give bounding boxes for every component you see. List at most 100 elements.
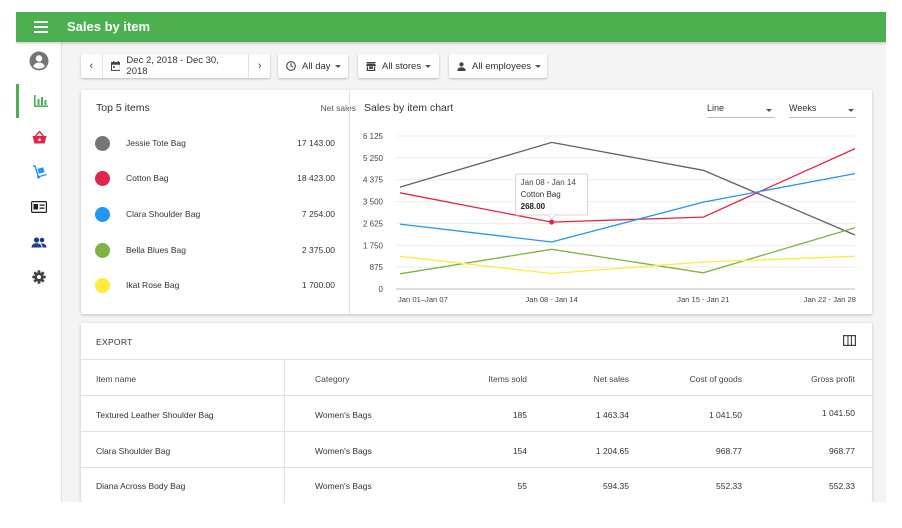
top-item-name: Bella Blues Bag: [126, 245, 187, 255]
cell-items-sold: 154: [512, 446, 527, 456]
y-tick-label: 1 750: [363, 241, 384, 250]
column-header-item-name[interactable]: Item name: [96, 374, 137, 384]
column-header-gross-profit[interactable]: Gross profit: [811, 374, 855, 384]
column-separator: [284, 359, 285, 502]
chart-tooltip: [515, 173, 589, 216]
cell-cost-of-goods: 552.33: [716, 481, 742, 491]
x-tick-label: Jan 01–Jan 07: [398, 295, 448, 304]
item-color-dot: [95, 207, 110, 222]
clock-icon: [286, 61, 296, 71]
cell-cost-of-goods: 1 041.50: [708, 410, 742, 420]
item-color-dot: [95, 243, 110, 258]
series-line: [399, 227, 856, 275]
series-line: [399, 141, 856, 236]
export-button[interactable]: EXPORT: [96, 337, 133, 347]
time-filter[interactable]: All day: [278, 54, 348, 78]
date-range-filter: ‹ Dec 2, 2018 - Dec 30, 2018 ›: [81, 54, 270, 78]
column-header-items-sold[interactable]: Items sold: [488, 374, 527, 384]
summary-card: Top 5 items Net sales Jessie Tote Bag 17…: [81, 90, 872, 314]
sidebar-item-items[interactable]: [16, 120, 62, 154]
basket-icon: [32, 130, 46, 143]
x-tick-label: Jan 22 - Jan 28: [804, 295, 856, 304]
sidebar-item-employees[interactable]: [16, 190, 62, 224]
chevron-down-icon: [848, 109, 854, 112]
cell-net-sales: 1 204.65: [595, 446, 629, 456]
top-item-name: Cotton Bag: [126, 173, 169, 183]
next-period-button[interactable]: ›: [257, 60, 262, 72]
cell-category: Women's Bags: [315, 410, 372, 420]
tooltip-range: Jan 08 - Jan 14: [521, 178, 577, 187]
x-tick-label: Jan 15 - Jan 21: [677, 295, 729, 304]
cell-gross-profit: 968.77: [829, 446, 855, 456]
items-table-card: EXPORT Item name Category Items sold Net…: [81, 323, 872, 502]
tooltip-value: 268.00: [521, 202, 546, 211]
column-header-net-sales[interactable]: Net sales: [593, 374, 629, 384]
account-circle-icon: [29, 51, 49, 71]
item-color-dot: [95, 136, 110, 151]
sidebar-item-reports[interactable]: [16, 84, 62, 118]
top-item-row: Bella Blues Bag 2 375.00: [95, 241, 335, 259]
chart-type-select[interactable]: Line: [707, 100, 774, 118]
top-item-net-sales: 7 254.00: [301, 209, 335, 219]
stores-filter-label: All stores: [382, 60, 422, 72]
date-range-picker[interactable]: Dec 2, 2018 - Dec 30, 2018: [101, 54, 250, 78]
employees-filter[interactable]: All employees: [449, 54, 547, 78]
bar-chart-icon: [33, 95, 48, 107]
y-tick-label: 3 500: [363, 198, 384, 207]
column-header-cost-of-goods[interactable]: Cost of goods: [689, 374, 742, 384]
person-icon: [457, 61, 466, 71]
cell-net-sales: 1 463.34: [595, 410, 629, 420]
top-item-net-sales: 17 143.00: [297, 138, 335, 148]
cell-net-sales: 594.35: [603, 481, 629, 491]
cell-gross-profit: 552.33: [829, 481, 855, 491]
cell-items-sold: 185: [512, 410, 527, 420]
table-divider: [81, 395, 872, 396]
sidebar-item-account[interactable]: [16, 44, 62, 78]
x-tick-label: Jan 08 - Jan 14: [525, 295, 577, 304]
tooltip-item: Cotton Bag: [521, 190, 561, 199]
period-select[interactable]: Weeks: [789, 100, 856, 118]
column-header-category[interactable]: Category: [315, 374, 350, 384]
y-tick-label: 4 375: [363, 176, 384, 185]
tooltip-pointer: [547, 214, 557, 220]
store-icon: [366, 61, 376, 71]
chart-title: Sales by item chart: [364, 102, 454, 114]
sidebar-item-inventory[interactable]: [16, 155, 62, 189]
top-item-net-sales: 1 700.00: [301, 280, 335, 290]
id-card-icon: [31, 201, 47, 213]
series-line: [399, 255, 856, 275]
top-item-name: Ikat Rose Bag: [126, 280, 180, 290]
top-item-name: Jessie Tote Bag: [126, 138, 186, 148]
cell-item-name: Textured Leather Shoulder Bag: [96, 410, 214, 420]
top-item-net-sales: 18 423.00: [297, 173, 335, 183]
panel-divider: [349, 90, 350, 314]
table-divider: [81, 467, 872, 468]
cell-gross-profit: 1 041.50: [821, 408, 855, 418]
sidebar-item-settings[interactable]: [16, 260, 62, 294]
dolly-icon: [32, 165, 47, 179]
sidebar-item-customers[interactable]: [16, 225, 62, 259]
prev-period-button[interactable]: ‹: [89, 60, 94, 72]
series-line: [399, 172, 856, 243]
gear-icon: [32, 270, 46, 284]
hamburger-menu-icon[interactable]: [34, 21, 48, 33]
chevron-down-icon: [766, 109, 772, 112]
top-items-title: Top 5 items: [96, 102, 150, 114]
calendar-icon: [110, 61, 121, 71]
chevron-down-icon: [535, 65, 542, 68]
sales-line-chart: 0 875 1 750 2 625 3 500 4 375 5 250 6 125 Jan 01…: [363, 132, 856, 304]
y-tick-label: 5 250: [363, 154, 384, 163]
top-items-net-sales-header: Net sales: [320, 103, 356, 113]
y-tick-label: 0: [379, 285, 384, 294]
highlighted-point: [549, 219, 555, 225]
stores-filter[interactable]: All stores: [358, 54, 439, 78]
cell-cost-of-goods: 968.77: [716, 446, 742, 456]
chevron-down-icon: [425, 65, 432, 68]
cell-item-name: Diana Across Body Bag: [96, 481, 186, 491]
employees-filter-label: All employees: [472, 60, 532, 72]
top-app-bar: Sales by item: [16, 12, 886, 42]
cell-items-sold: 55: [517, 481, 527, 491]
table-divider: [81, 359, 872, 360]
view-columns-icon[interactable]: [843, 335, 856, 346]
time-filter-label: All day: [302, 60, 331, 72]
